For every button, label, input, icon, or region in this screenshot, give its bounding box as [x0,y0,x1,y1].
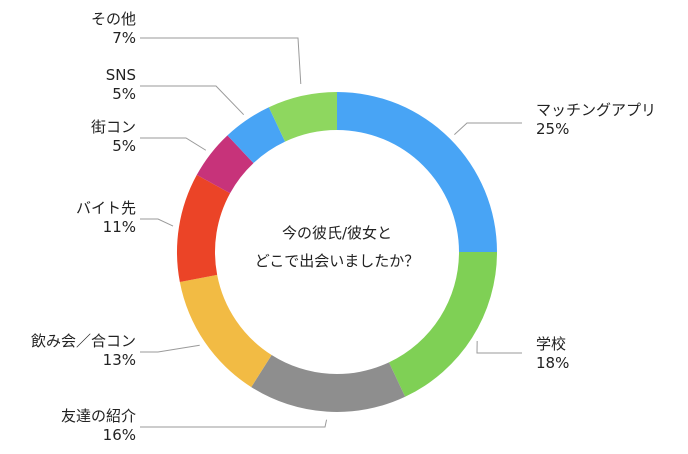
slice-label-7: その他 [91,10,136,28]
chart-title: 今の彼氏/彼女と どこで出会いましたか？ [255,224,420,270]
slice-1 [388,252,497,397]
slice-pct-5: 5% [112,137,136,155]
slice-label-2: 友達の紹介 [61,407,136,425]
slice-0 [337,92,497,252]
leader-line-3 [140,344,200,353]
slice-2 [251,355,406,412]
slice-6 [227,107,286,164]
leader-lines [140,37,522,428]
chart-title-line-1: 今の彼氏/彼女と [282,224,392,242]
slice-pct-0: 25% [536,120,569,138]
slice-pct-3: 13% [103,351,136,369]
slice-label-4: バイト先 [76,199,136,217]
slice-5 [196,135,254,194]
slice-label-3: 飲み会／合コン [31,332,136,350]
leader-line-5 [140,137,207,151]
leader-line-6 [140,85,245,116]
slice-label-6: SNS [106,66,136,84]
slice-7 [268,92,337,142]
slice-pct-4: 11% [103,218,136,236]
donut-slices [177,92,497,412]
slice-3 [179,274,272,388]
leader-line-4 [140,218,174,227]
slice-pct-7: 7% [112,29,136,47]
leader-line-2 [140,419,328,428]
slice-label-1: 学校 [536,335,566,353]
slice-4 [177,174,231,282]
slice-pct-2: 16% [103,426,136,444]
slice-pct-6: 5% [112,85,136,103]
slice-label-5: 街コン [91,118,136,136]
slice-label-0: マッチングアプリ [536,101,656,119]
leader-line-7 [140,37,302,85]
leader-line-0 [454,122,522,135]
leader-line-1 [476,340,522,354]
slice-pct-1: 18% [536,354,569,372]
chart-title-line-2: どこで出会いましたか？ [255,252,420,270]
